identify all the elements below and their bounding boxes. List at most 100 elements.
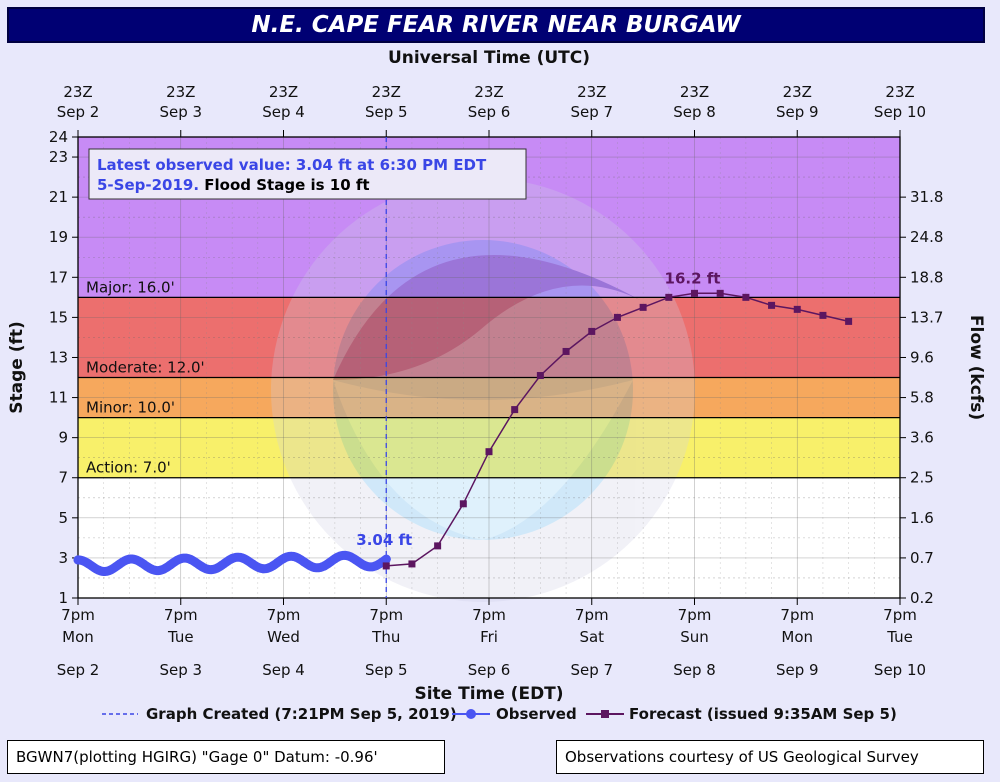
y2-tick-label: 18.8 <box>910 268 943 286</box>
latest-value-text: Latest observed value: 3.04 ft at 6:30 P… <box>97 156 487 174</box>
top-tick-date: Sep 7 <box>570 103 613 121</box>
observed-point <box>104 566 114 576</box>
observed-point <box>165 560 175 570</box>
y-tick-label: 15 <box>49 308 68 326</box>
top-tick-hour: 23Z <box>783 83 812 101</box>
forecast-point <box>408 560 416 568</box>
title-bar: N.E. CAPE FEAR RIVER NEAR BURGAW <box>7 7 985 43</box>
bottom-tick-day: Tue <box>167 628 194 646</box>
top-tick-hour: 23Z <box>474 83 503 101</box>
y-tick-label: 17 <box>49 268 68 286</box>
y-tick-label: 9 <box>58 429 68 447</box>
top-tick-hour: 23Z <box>577 83 606 101</box>
forecast-point <box>819 311 827 319</box>
y2-axis-title: Flow (kcfs) <box>966 315 986 420</box>
y2-tick-label: 0.7 <box>910 549 934 567</box>
observed-value-label: 3.04 ft <box>356 531 412 549</box>
forecast-point <box>511 406 519 414</box>
y-tick-label: 21 <box>49 188 68 206</box>
observed-point <box>155 565 165 575</box>
observed-point <box>83 559 93 569</box>
observed-point <box>176 554 186 564</box>
forecast-point <box>588 327 596 335</box>
observed-point <box>237 553 247 563</box>
forecast-point <box>639 303 647 311</box>
flood-stage-text: 5-Sep-2019. Flood Stage is 10 ft <box>97 176 370 194</box>
datum-note: BGWN7(plotting HGIRG) "Gage 0" Datum: -0… <box>7 740 445 774</box>
bottom-tick-date: Sep 10 <box>874 661 926 679</box>
bottom-tick-date: Sep 6 <box>468 661 511 679</box>
top-tick-date: Sep 8 <box>673 103 716 121</box>
y2-tick-label: 24.8 <box>910 228 943 246</box>
observed-point <box>320 561 330 571</box>
y-tick-label: 3 <box>58 549 68 567</box>
forecast-point <box>382 562 390 570</box>
bottom-tick-date: Sep 9 <box>776 661 819 679</box>
observed-point <box>73 555 83 565</box>
legend-observed-label: Observed <box>496 705 577 723</box>
legend-observed-marker <box>466 709 476 719</box>
top-tick-date: Sep 9 <box>776 103 819 121</box>
forecast-point <box>793 305 801 313</box>
observed-point <box>371 561 381 571</box>
flood-category-label: Action: 7.0' <box>86 459 171 477</box>
y-tick-label: 13 <box>49 348 68 366</box>
observed-point <box>124 554 134 564</box>
y2-tick-label: 3.6 <box>910 429 934 447</box>
top-tick-hour: 23Z <box>63 83 92 101</box>
observed-point <box>186 555 196 565</box>
observed-point <box>196 561 206 571</box>
observed-point <box>299 557 309 567</box>
observed-point <box>279 554 288 564</box>
bottom-tick-day: Sat <box>579 628 604 646</box>
bottom-tick-day: Tue <box>886 628 913 646</box>
noaa-watermark <box>271 178 695 602</box>
latest-value-date: 5-Sep-2019. <box>97 176 204 194</box>
top-tick-date: Sep 10 <box>874 103 926 121</box>
forecast-point <box>562 347 570 355</box>
observed-point <box>114 559 124 569</box>
y-tick-label: 5 <box>58 509 68 527</box>
flood-stage-value: Flood Stage is 10 ft <box>204 176 369 194</box>
flood-category-label: Moderate: 12.0' <box>86 359 205 377</box>
y2-tick-label: 31.8 <box>910 188 943 206</box>
legend-created-label: Graph Created (7:21PM Sep 5, 2019) <box>146 705 457 723</box>
bottom-tick-time: 7pm <box>61 606 95 624</box>
observed-point <box>248 559 258 569</box>
top-tick-hour: 23Z <box>372 83 401 101</box>
top-tick-date: Sep 2 <box>57 103 100 121</box>
y-axis-title: Stage (ft) <box>7 321 27 414</box>
top-tick-hour: 23Z <box>680 83 709 101</box>
forecast-point <box>665 293 673 301</box>
observed-point <box>227 554 237 564</box>
bottom-tick-date: Sep 3 <box>159 661 202 679</box>
latest-value-box <box>88 148 527 200</box>
bottom-tick-date: Sep 4 <box>262 661 305 679</box>
y2-tick-label: 13.7 <box>910 308 943 326</box>
forecast-point <box>742 293 750 301</box>
forecast-point <box>459 500 467 508</box>
chart-title: N.E. CAPE FEAR RIVER NEAR BURGAW <box>251 12 741 38</box>
top-tick-hour: 23Z <box>269 83 298 101</box>
bottom-tick-date: Sep 7 <box>570 661 613 679</box>
observed-point <box>145 563 155 573</box>
observed-point <box>94 565 104 575</box>
top-tick-date: Sep 6 <box>468 103 511 121</box>
bottom-tick-date: Sep 8 <box>673 661 716 679</box>
y2-tick-label: 9.6 <box>910 348 934 366</box>
y-tick-label: 11 <box>49 389 68 407</box>
observed-point <box>350 555 360 565</box>
forecast-point <box>434 542 442 550</box>
bottom-tick-time: 7pm <box>369 606 403 624</box>
bottom-tick-time: 7pm <box>883 606 917 624</box>
flood-category-label: Major: 16.0' <box>86 278 175 296</box>
observed-point <box>207 565 217 575</box>
top-tick-date: Sep 4 <box>262 103 305 121</box>
observed-point <box>381 554 391 564</box>
observed-point <box>258 564 268 574</box>
forecast-point <box>716 289 724 297</box>
bottom-tick-day: Fri <box>480 628 498 646</box>
y-tick-label: 7 <box>58 469 68 487</box>
bottom-tick-time: 7pm <box>678 606 712 624</box>
